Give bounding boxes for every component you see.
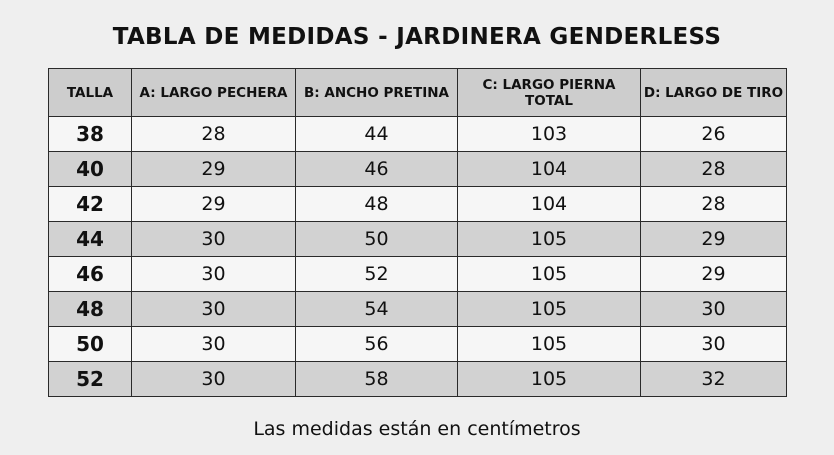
- table-head: TALLA A: LARGO PECHERA B: ANCHO PRETINA C: …: [48, 68, 787, 117]
- measure-cell: 30: [131, 361, 296, 397]
- measure-cell: 105: [457, 291, 641, 327]
- measure-cell: 104: [457, 151, 641, 187]
- measure-cell: 29: [131, 151, 296, 187]
- size-cell: 48: [48, 291, 132, 327]
- measure-cell: 105: [457, 326, 641, 362]
- measure-cell: 28: [640, 186, 787, 222]
- footnote: Las medidas están en centímetros: [253, 418, 581, 440]
- header-cell: B: ANCHO PRETINA: [295, 68, 458, 117]
- measure-cell: 29: [640, 256, 787, 292]
- table-row: 38 28 44 103 26: [48, 116, 787, 152]
- size-cell: 40: [48, 151, 132, 187]
- header-cell: C: LARGO PIERNA TOTAL: [457, 68, 641, 117]
- measure-cell: 30: [640, 291, 787, 327]
- measure-cell: 105: [457, 361, 641, 397]
- table-row: 42 29 48 104 28: [48, 186, 787, 222]
- table-body: 38 28 44 103 26 40 29 46 104 28 42 29 48 104 28 44 30 50 1…: [48, 116, 787, 397]
- measure-cell: 58: [295, 361, 458, 397]
- measure-cell: 44: [295, 116, 458, 152]
- table-row: 52 30 58 105 32: [48, 361, 787, 397]
- size-cell: 38: [48, 116, 132, 152]
- measure-cell: 28: [131, 116, 296, 152]
- table-row: 48 30 54 105 30: [48, 291, 787, 327]
- measure-cell: 30: [131, 291, 296, 327]
- measure-cell: 105: [457, 256, 641, 292]
- table-row: 46 30 52 105 29: [48, 256, 787, 292]
- header-row: TALLA A: LARGO PECHERA B: ANCHO PRETINA C: …: [48, 68, 787, 117]
- measure-cell: 52: [295, 256, 458, 292]
- header-cell: D: LARGO DE TIRO: [640, 68, 787, 117]
- size-cell: 52: [48, 361, 132, 397]
- measure-cell: 32: [640, 361, 787, 397]
- size-cell: 50: [48, 326, 132, 362]
- measure-cell: 104: [457, 186, 641, 222]
- measure-cell: 54: [295, 291, 458, 327]
- table-row: 40 29 46 104 28: [48, 151, 787, 187]
- measure-cell: 50: [295, 221, 458, 257]
- measure-cell: 30: [640, 326, 787, 362]
- table-row: 44 30 50 105 29: [48, 221, 787, 257]
- header-cell: TALLA: [48, 68, 132, 117]
- size-cell: 46: [48, 256, 132, 292]
- measure-cell: 103: [457, 116, 641, 152]
- size-cell: 44: [48, 221, 132, 257]
- measure-cell: 30: [131, 326, 296, 362]
- measure-cell: 30: [131, 256, 296, 292]
- measure-cell: 56: [295, 326, 458, 362]
- measure-cell: 46: [295, 151, 458, 187]
- table-row: 50 30 56 105 30: [48, 326, 787, 362]
- size-cell: 42: [48, 186, 132, 222]
- measure-cell: 48: [295, 186, 458, 222]
- size-table: TALLA A: LARGO PECHERA B: ANCHO PRETINA C: …: [48, 68, 787, 397]
- measure-cell: 29: [131, 186, 296, 222]
- measure-cell: 105: [457, 221, 641, 257]
- measure-cell: 30: [131, 221, 296, 257]
- header-cell: A: LARGO PECHERA: [131, 68, 296, 117]
- measure-cell: 26: [640, 116, 787, 152]
- measure-cell: 29: [640, 221, 787, 257]
- measure-cell: 28: [640, 151, 787, 187]
- title: TABLA DE MEDIDAS - JARDINERA GENDERLESS: [112, 24, 722, 50]
